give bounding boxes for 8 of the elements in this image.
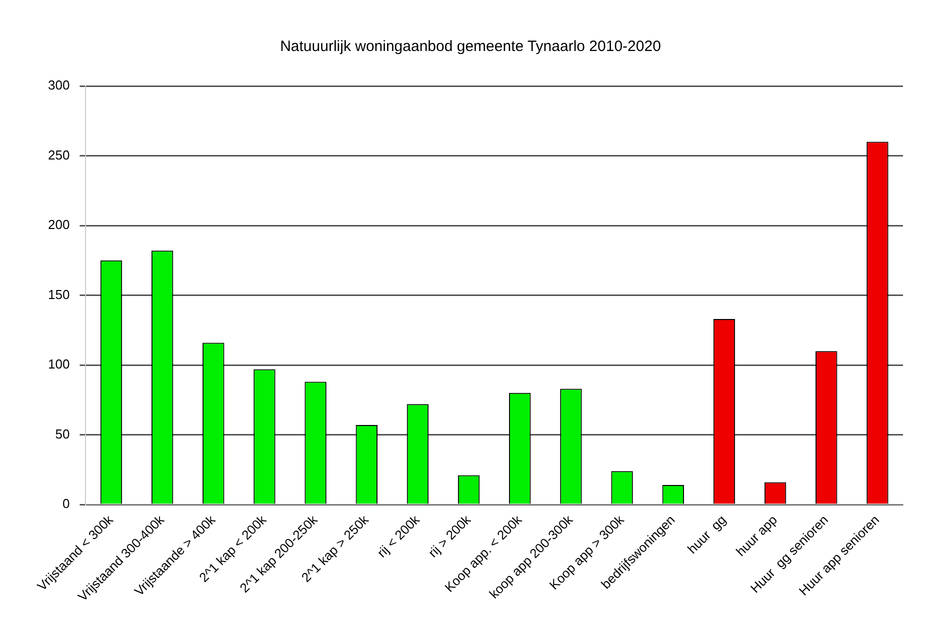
chart-title: Natuuurlijk woningaanbod gemeente Tynaarlo 2010-2020 <box>280 38 661 56</box>
y-tick-label: 200 <box>48 217 70 232</box>
y-tick-label: 300 <box>48 78 70 93</box>
y-tick-label: 100 <box>48 356 70 372</box>
y-tick-label: 0 <box>62 496 70 512</box>
y-tick-label: 50 <box>55 426 70 442</box>
y-tick-label: 250 <box>48 147 70 162</box>
y-tick-label: 150 <box>48 286 70 302</box>
